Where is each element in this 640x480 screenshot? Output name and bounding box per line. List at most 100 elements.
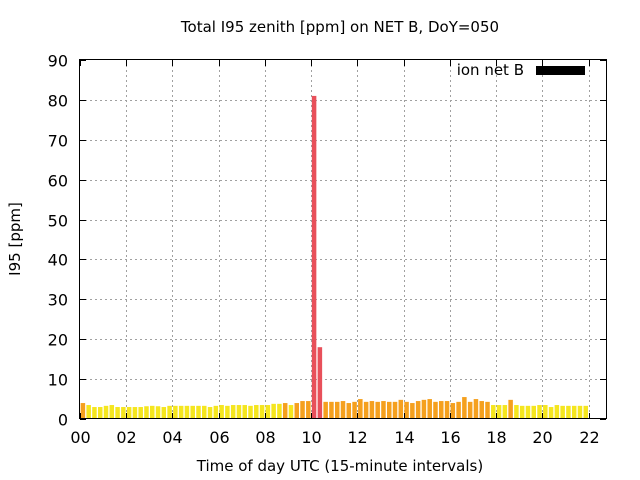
- bar: [80, 403, 86, 419]
- bar: [300, 401, 305, 419]
- y-tick-label: 80: [48, 92, 68, 111]
- bar: [155, 406, 161, 419]
- bar: [531, 405, 536, 419]
- x-tick-label: 14: [394, 428, 414, 447]
- bar: [323, 401, 328, 419]
- bar: [167, 405, 172, 419]
- bar: [386, 401, 392, 419]
- bar: [467, 401, 473, 419]
- x-tick-label: 12: [347, 428, 367, 447]
- bar: [479, 401, 484, 419]
- plot-frame: [79, 59, 607, 419]
- bar: [207, 407, 213, 419]
- bar: [491, 405, 496, 419]
- bar: [352, 401, 357, 419]
- bar: [381, 401, 386, 419]
- bar: [334, 401, 340, 419]
- bar: [265, 405, 271, 419]
- bar: [242, 405, 247, 419]
- bar: [254, 405, 259, 419]
- bars: [80, 95, 589, 420]
- y-tick-label: 70: [48, 132, 68, 151]
- bar: [329, 401, 334, 419]
- bar: [109, 405, 115, 419]
- y-tick-label: 90: [48, 52, 68, 71]
- bar: [508, 399, 513, 419]
- bar: [346, 403, 352, 419]
- bar: [311, 95, 317, 420]
- bar: [369, 401, 375, 419]
- legend-label: ion net B: [457, 61, 524, 79]
- x-tick-label: 08: [255, 428, 275, 447]
- y-tick-label: 0: [58, 411, 68, 430]
- x-tick-label: 04: [162, 428, 182, 447]
- bar: [248, 405, 253, 419]
- bar: [439, 401, 444, 419]
- bar: [173, 405, 178, 419]
- bar: [288, 405, 294, 419]
- legend: ion net B: [457, 61, 585, 79]
- bar: [450, 403, 456, 419]
- y-tick-label: 20: [48, 331, 68, 350]
- legend-swatch: [536, 66, 585, 75]
- bar: [271, 403, 276, 419]
- bar: [502, 405, 508, 419]
- x-axis-label: Time of day UTC (15-minute intervals): [196, 457, 483, 475]
- x-tick-label: 20: [532, 428, 552, 447]
- bar: [225, 405, 230, 419]
- bar: [150, 405, 155, 419]
- bar: [230, 405, 236, 419]
- bar: [202, 405, 207, 419]
- bar: [219, 405, 224, 419]
- bar: [554, 405, 560, 419]
- bar: [392, 401, 398, 419]
- bar: [103, 405, 109, 419]
- bar: [519, 405, 525, 419]
- bar: [213, 405, 219, 419]
- bar: [410, 403, 415, 419]
- bar: [363, 401, 369, 419]
- bar: [161, 407, 167, 419]
- bar: [358, 399, 363, 419]
- bar: [473, 399, 479, 419]
- x-tick-label: 22: [579, 428, 599, 447]
- bar: [184, 405, 190, 419]
- bar: [294, 403, 300, 419]
- bar: [496, 405, 502, 419]
- bar: [375, 401, 380, 419]
- x-tick-label: 10: [301, 428, 321, 447]
- y-tick-label: 10: [48, 371, 68, 390]
- bar: [456, 401, 461, 419]
- bar: [577, 405, 583, 419]
- bar: [548, 407, 554, 419]
- bar: [115, 407, 120, 419]
- bar: [92, 407, 97, 419]
- y-tick-label: 30: [48, 291, 68, 310]
- bar: [462, 397, 467, 419]
- bar: [566, 405, 571, 419]
- bar: [583, 405, 589, 419]
- axis-ticks: [80, 60, 606, 420]
- bar: [543, 405, 548, 419]
- bar: [514, 405, 519, 419]
- bar: [132, 407, 138, 419]
- bar: [86, 405, 91, 419]
- y-tick-label: 50: [48, 212, 68, 231]
- bar: [236, 405, 242, 419]
- y-tick-label: 40: [48, 251, 68, 270]
- bar: [277, 403, 282, 419]
- bar: [190, 405, 195, 419]
- bar: [525, 405, 531, 419]
- y-axis-label: I95 [ppm]: [6, 202, 24, 276]
- bar: [144, 406, 149, 419]
- bar: [415, 401, 421, 419]
- bar: [306, 401, 311, 419]
- bar: [138, 407, 143, 419]
- bar: [537, 405, 542, 419]
- bar: [433, 401, 438, 419]
- bar: [178, 405, 184, 419]
- x-tick-label: 16: [440, 428, 460, 447]
- bar: [398, 399, 404, 419]
- grid-lines: [80, 60, 606, 419]
